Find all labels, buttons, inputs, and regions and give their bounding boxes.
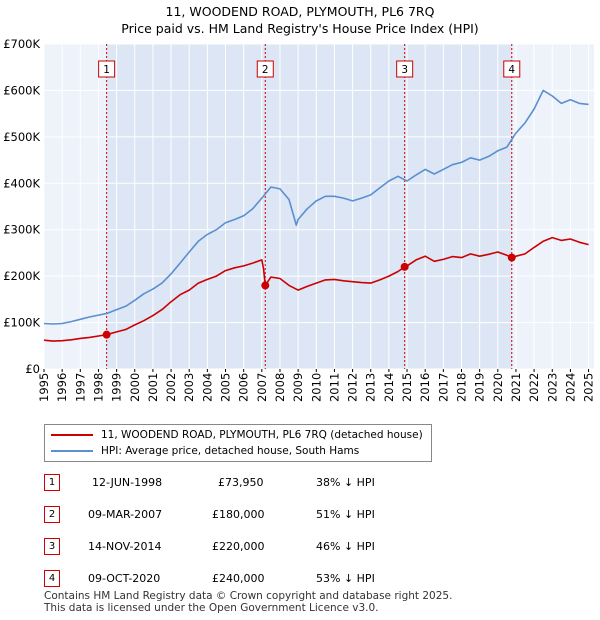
- price-chart: £0 £100K £200K £300K £400K £500K £600K £700K 199…: [3, 37, 596, 402]
- table-row: 1 12-JUN-1998 £73,950 38% ↓ HPI: [44, 474, 404, 492]
- sale-marker-label: 4: [508, 64, 515, 76]
- sale-marker-box: [98, 60, 116, 78]
- x-tick-label: 2022: [527, 373, 541, 402]
- y-tick-label: £200K: [3, 269, 40, 283]
- y-tick-label: £0: [25, 362, 40, 376]
- x-tick-label: 2020: [491, 373, 505, 402]
- x-tick-label: 2015: [400, 373, 414, 402]
- footer-licence: This data is licensed under the Open Gov…: [44, 602, 379, 614]
- sale-marker-label: 3: [401, 64, 408, 76]
- sale-marker-box: [256, 60, 274, 78]
- footer: Contains HM Land Registry data © Crown c…: [44, 590, 452, 614]
- sale-date: 14-NOV-2014: [88, 540, 162, 553]
- x-tick-label: 2004: [200, 373, 214, 402]
- x-tick-label: 1997: [73, 373, 87, 402]
- x-tick-label: 2023: [545, 373, 559, 402]
- y-tick-label: £500K: [3, 130, 40, 144]
- legend-item-property: 11, WOODEND ROAD, PLYMOUTH, PL6 7RQ (det…: [51, 427, 423, 443]
- x-tick-label: 2013: [364, 373, 378, 402]
- sale-hpi-diff: 51% ↓ HPI: [316, 508, 375, 521]
- sale-point: [261, 281, 270, 290]
- x-tick-label: 2014: [382, 373, 396, 402]
- sale-point: [400, 262, 409, 271]
- sale-marker-box: [396, 60, 414, 78]
- x-tick-label: 2018: [454, 373, 468, 402]
- x-tick-label: 2021: [509, 373, 523, 402]
- table-row: 2 09-MAR-2007 £180,000 51% ↓ HPI: [44, 506, 404, 524]
- sale-number: 4: [44, 570, 60, 587]
- y-tick-label: £400K: [3, 176, 40, 190]
- chart-legend: 11, WOODEND ROAD, PLYMOUTH, PL6 7RQ (det…: [44, 424, 432, 462]
- sale-number: 1: [44, 474, 60, 491]
- sale-point: [102, 330, 111, 339]
- x-tick-label: 2002: [164, 373, 178, 402]
- y-tick-label: £700K: [3, 37, 40, 51]
- x-tick-label: 2008: [273, 373, 287, 402]
- x-tick-label: 2001: [146, 373, 160, 402]
- sale-hpi-diff: 53% ↓ HPI: [316, 572, 375, 585]
- x-tick-label: 2024: [563, 373, 577, 402]
- sale-date: 09-MAR-2007: [88, 508, 163, 521]
- y-tick-label: £100K: [3, 316, 40, 330]
- x-tick-label: 1995: [37, 373, 51, 402]
- x-tick-label: 2007: [255, 373, 269, 402]
- x-tick-label: 2011: [327, 373, 341, 402]
- sale-marker-label: 1: [103, 64, 110, 76]
- sale-marker-label: 2: [262, 64, 269, 76]
- sale-price: £180,000: [212, 508, 265, 521]
- y-tick-label: £600K: [3, 83, 40, 97]
- x-tick-label: 2019: [473, 373, 487, 402]
- footer-copyright: Contains HM Land Registry data © Crown c…: [44, 590, 453, 602]
- sale-number: 3: [44, 538, 60, 555]
- property-series-line: [43, 236, 589, 342]
- table-row: 3 14-NOV-2014 £220,000 46% ↓ HPI: [44, 538, 404, 556]
- sale-hpi-diff: 46% ↓ HPI: [316, 540, 375, 553]
- x-tick-label: 1998: [91, 373, 105, 402]
- legend-swatch-hpi: [51, 450, 93, 452]
- x-tick-label: 1996: [55, 373, 69, 402]
- y-tick-label: £300K: [3, 223, 40, 237]
- sale-number: 2: [44, 506, 60, 523]
- x-tick-label: 2017: [436, 373, 450, 402]
- sale-hpi-diff: 38% ↓ HPI: [316, 476, 375, 489]
- sale-point: [507, 253, 516, 262]
- chart-title: 11, WOODEND ROAD, PLYMOUTH, PL6 7RQ: [165, 4, 435, 19]
- chart-subtitle: Price paid vs. HM Land Registry's House …: [121, 21, 479, 36]
- x-tick-label: 2016: [418, 373, 432, 402]
- x-tick-label: 2025: [582, 373, 596, 402]
- x-tick-label: 1999: [110, 373, 124, 402]
- legend-label-hpi: HPI: Average price, detached house, Sout…: [101, 445, 360, 457]
- sale-price: £240,000: [212, 572, 265, 585]
- x-tick-label: 2006: [237, 373, 251, 402]
- legend-item-hpi: HPI: Average price, detached house, Sout…: [51, 443, 359, 459]
- x-tick-label: 2010: [309, 373, 323, 402]
- sale-price: £220,000: [212, 540, 265, 553]
- x-tick-label: 2005: [219, 373, 233, 402]
- sale-date: 12-JUN-1998: [92, 476, 163, 489]
- sale-date: 09-OCT-2020: [88, 572, 161, 585]
- legend-label-property: 11, WOODEND ROAD, PLYMOUTH, PL6 7RQ (det…: [101, 429, 423, 441]
- sale-marker-box: [503, 60, 521, 78]
- table-row: 4 09-OCT-2020 £240,000 53% ↓ HPI: [44, 570, 404, 588]
- legend-swatch-property: [51, 434, 93, 436]
- x-tick-label: 2012: [346, 373, 360, 402]
- x-tick-label: 2003: [182, 373, 196, 402]
- x-tick-label: 2009: [291, 373, 305, 402]
- sale-price: £73,950: [218, 476, 264, 489]
- hpi-series-line: [43, 89, 589, 325]
- x-tick-label: 2000: [128, 373, 142, 402]
